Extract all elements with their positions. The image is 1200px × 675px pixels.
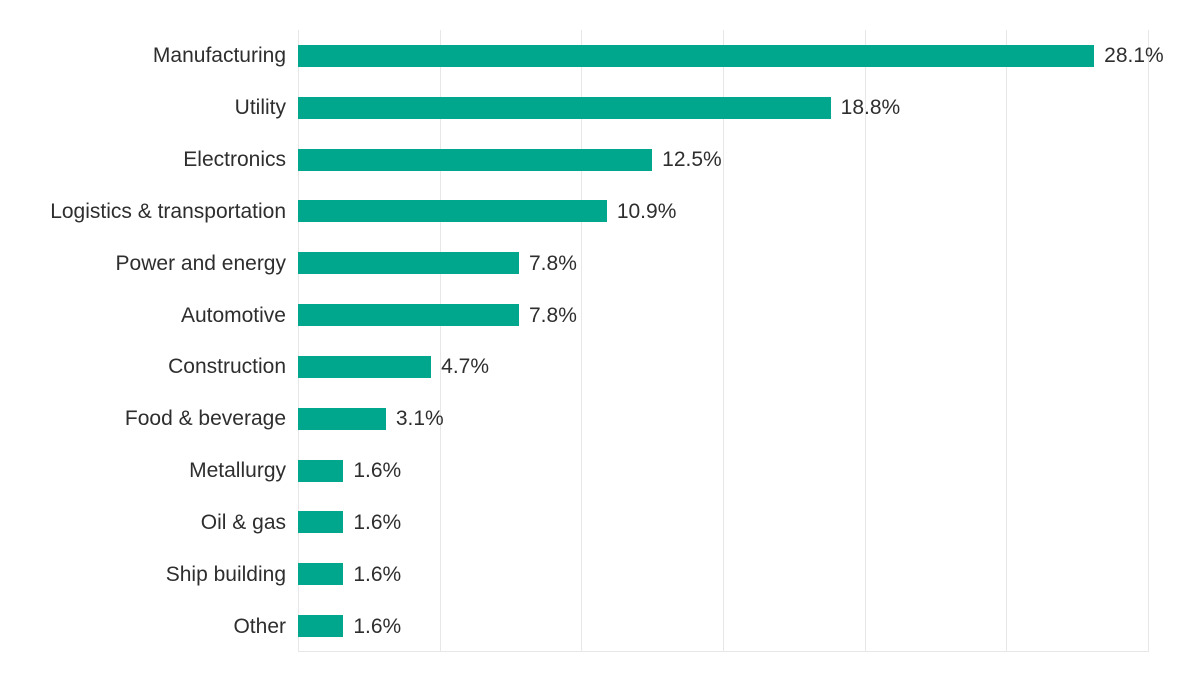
- category-label: Construction: [168, 355, 286, 379]
- value-label: 7.8%: [529, 303, 577, 327]
- category-label: Ship building: [165, 562, 286, 586]
- chart-row: Manufacturing 28.1%: [0, 30, 1200, 82]
- chart-row: Automotive 7.8%: [0, 289, 1200, 341]
- value-label: 1.6%: [353, 614, 402, 638]
- bar: [298, 148, 653, 171]
- category-label: Utility: [234, 96, 286, 120]
- bar-track: 1.6%: [298, 600, 1200, 652]
- bar: [298, 511, 344, 534]
- chart-row: Ship building 1.6%: [0, 548, 1200, 600]
- chart-row: Utility 18.8%: [0, 82, 1200, 134]
- category-label: Logistics & transportation: [50, 199, 286, 223]
- chart-row: Construction 4.7%: [0, 341, 1200, 393]
- category-label: Manufacturing: [152, 44, 286, 68]
- bar: [298, 96, 831, 119]
- category-label: Food & beverage: [124, 407, 286, 431]
- bar-track: 4.7%: [298, 341, 1200, 393]
- bar: [298, 304, 519, 327]
- category-label: Electronics: [183, 148, 286, 172]
- bar-track: 7.8%: [298, 237, 1200, 289]
- gridline: [298, 30, 299, 652]
- gridline: [723, 30, 724, 652]
- bar-track: 1.6%: [298, 496, 1200, 548]
- chart-row: Food & beverage 3.1%: [0, 393, 1200, 445]
- bar: [298, 563, 344, 586]
- value-label: 10.9%: [616, 199, 677, 223]
- gridline: [439, 30, 441, 652]
- category-label: Automotive: [180, 303, 286, 327]
- value-label: 1.6%: [353, 562, 402, 586]
- bar: [298, 615, 344, 638]
- gridline: [864, 30, 866, 652]
- bar-track: 12.5%: [298, 134, 1200, 186]
- chart-row: Other 1.6%: [0, 600, 1200, 652]
- bar-track: 3.1%: [298, 393, 1200, 445]
- bar: [298, 44, 1095, 67]
- bar: [298, 407, 386, 430]
- bar-track: 1.6%: [298, 445, 1200, 497]
- gridline: [1148, 30, 1149, 652]
- value-label: 18.8%: [840, 96, 901, 120]
- chart-row: Electronics 12.5%: [0, 134, 1200, 186]
- bar-track: 28.1%: [298, 30, 1200, 82]
- gridline: [581, 30, 583, 652]
- bar-track: 7.8%: [298, 289, 1200, 341]
- chart-row: Oil & gas 1.6%: [0, 496, 1200, 548]
- value-label: 1.6%: [353, 510, 402, 534]
- chart-row: Power and energy 7.8%: [0, 237, 1200, 289]
- value-label: 3.1%: [395, 407, 444, 431]
- x-axis-baseline: [298, 651, 1148, 652]
- value-label: 4.7%: [441, 355, 490, 379]
- bar: [298, 459, 344, 482]
- bar-track: 10.9%: [298, 185, 1200, 237]
- chart-row: Metallurgy 1.6%: [0, 445, 1200, 497]
- bar-track: 1.6%: [298, 548, 1200, 600]
- bar: [298, 355, 432, 378]
- bar: [298, 200, 607, 223]
- category-label: Oil & gas: [200, 510, 286, 534]
- chart-row: Logistics & transportation 10.9%: [0, 185, 1200, 237]
- value-label: 12.5%: [662, 148, 722, 172]
- category-label: Metallurgy: [189, 459, 286, 483]
- category-label: Power and energy: [115, 251, 286, 275]
- chart-rows: Manufacturing 28.1% Utility 18.8% Electr…: [0, 30, 1200, 652]
- value-label: 1.6%: [353, 459, 402, 483]
- plot-area: Manufacturing 28.1% Utility 18.8% Electr…: [50, 30, 1164, 652]
- bar-track: 18.8%: [298, 82, 1200, 134]
- value-label: 7.8%: [529, 251, 577, 275]
- gridline: [1006, 30, 1008, 652]
- value-label: 28.1%: [1104, 44, 1164, 68]
- category-label: Other: [233, 614, 286, 638]
- bar: [298, 252, 519, 275]
